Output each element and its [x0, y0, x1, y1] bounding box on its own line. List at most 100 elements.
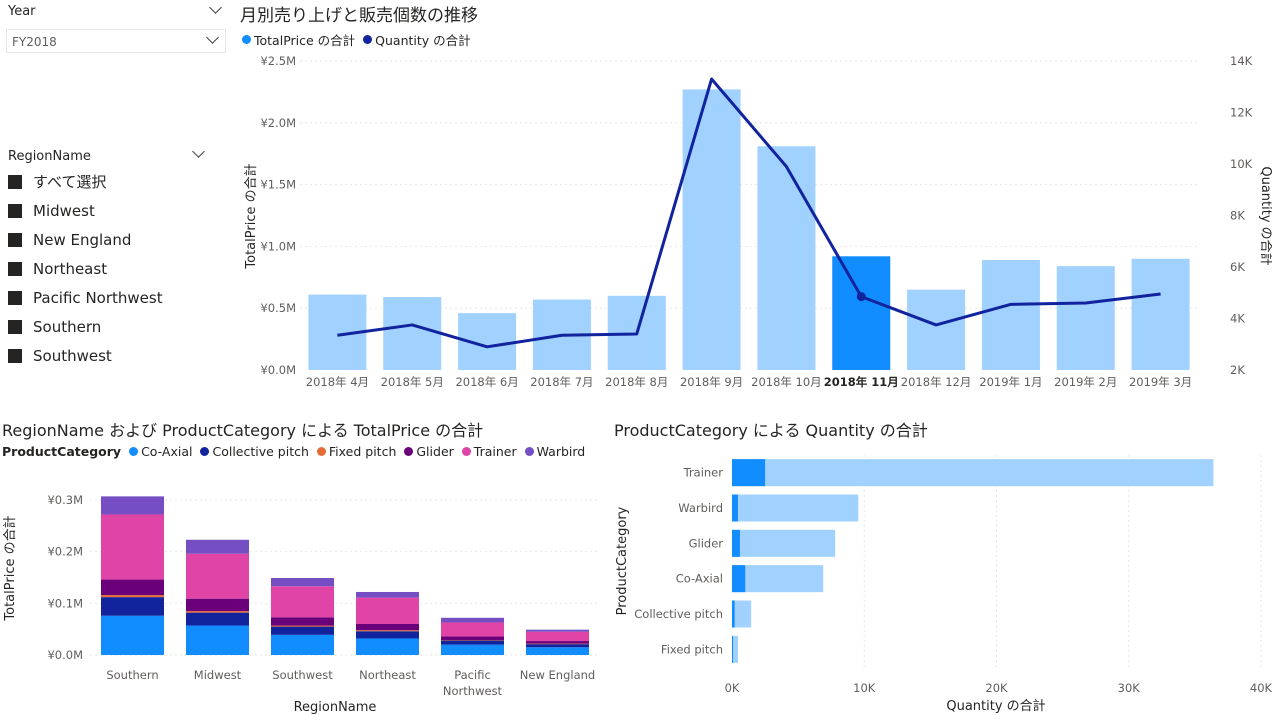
- x-tick-label: 20K: [985, 681, 1008, 695]
- checkbox-icon[interactable]: [8, 348, 22, 363]
- chart1-combo-chart[interactable]: ¥0.0M ¥0.5M ¥1.0M ¥1.5M ¥2.0M ¥2.5M 2K 4K 6K 8K 10…: [0, 0, 1272, 400]
- x-tick-label: 2018年 12月: [901, 375, 972, 389]
- bar-total[interactable]: [732, 600, 752, 628]
- bar-segment[interactable]: [271, 634, 334, 655]
- bar-segment[interactable]: [356, 631, 419, 639]
- checkbox-icon[interactable]: [8, 232, 22, 247]
- bar[interactable]: [1131, 258, 1190, 370]
- legend-dot-icon: [316, 447, 326, 456]
- bar[interactable]: [757, 146, 816, 370]
- bar-segment[interactable]: [356, 624, 419, 631]
- bar-segment[interactable]: [271, 626, 334, 635]
- region-item-southwest[interactable]: Southwest: [8, 341, 218, 370]
- bar-segment[interactable]: [526, 643, 589, 645]
- bar-selected[interactable]: [732, 529, 740, 557]
- legend-item-totalprice[interactable]: TotalPrice の合計: [242, 30, 355, 49]
- bar-segment[interactable]: [271, 617, 334, 626]
- legend-dot-icon: [524, 447, 534, 456]
- region-item-northeast[interactable]: Northeast: [8, 254, 218, 283]
- x-tick-label: 2019年 1月: [979, 375, 1042, 389]
- bar-segment[interactable]: [526, 629, 589, 632]
- region-item-new-england[interactable]: New England: [8, 225, 218, 254]
- bar-selected[interactable]: [732, 635, 734, 663]
- checkbox-icon[interactable]: [8, 174, 22, 189]
- legend-item-collective-pitch[interactable]: Collective pitch: [200, 444, 309, 459]
- bar[interactable]: [1056, 266, 1115, 370]
- chart3-horizontal-bar-chart[interactable]: 0K 10K 20K 30K 40K Trainer Warbird Glider Co-Axi…: [610, 445, 1272, 715]
- bar[interactable]: [907, 289, 966, 370]
- bar-segment[interactable]: [441, 617, 504, 623]
- bar-segment[interactable]: [271, 625, 334, 627]
- checkbox-icon[interactable]: [8, 319, 22, 334]
- bar-segment[interactable]: [526, 631, 589, 642]
- bar-segment[interactable]: [186, 539, 249, 554]
- region-item-select-all[interactable]: すべて選択: [8, 167, 218, 196]
- bar-segment[interactable]: [526, 647, 589, 655]
- bar-segment[interactable]: [271, 586, 334, 618]
- bar-segment[interactable]: [356, 591, 419, 598]
- bar-total[interactable]: [732, 494, 859, 522]
- bar-segment[interactable]: [441, 644, 504, 655]
- bar-segment[interactable]: [101, 496, 164, 515]
- bar-selected[interactable]: [732, 459, 766, 487]
- bar[interactable]: [981, 259, 1040, 370]
- x-tick-label: New England: [520, 668, 595, 682]
- chart3-title: ProductCategory による Quantity の合計: [614, 421, 928, 440]
- chart2-legend: ProductCategory Co-Axial Collective pitc…: [2, 444, 593, 459]
- bar-segment[interactable]: [526, 644, 589, 648]
- bar-segment[interactable]: [441, 640, 504, 645]
- bar-selected[interactable]: [732, 565, 746, 593]
- bar-selected[interactable]: [732, 494, 738, 522]
- x-tick-label: 2018年 8月: [605, 375, 668, 389]
- bar-segment[interactable]: [356, 597, 419, 624]
- line-point[interactable]: [856, 292, 866, 302]
- y-axis-title: ProductCategory: [615, 506, 630, 615]
- bar-segment[interactable]: [441, 640, 504, 641]
- bar-segment[interactable]: [101, 597, 164, 616]
- bar-segment[interactable]: [101, 579, 164, 596]
- chart2-title: RegionName および ProductCategory による Total…: [2, 421, 484, 440]
- bar-segment[interactable]: [356, 638, 419, 655]
- legend-item-warbird[interactable]: Warbird: [524, 444, 585, 459]
- bar-total[interactable]: [732, 459, 1214, 487]
- bar-segment[interactable]: [101, 595, 164, 598]
- bar-segment[interactable]: [441, 636, 504, 641]
- bar-segment[interactable]: [356, 630, 419, 632]
- quantity-line: [337, 77, 1161, 349]
- x-tick-label: 40K: [1250, 681, 1272, 695]
- bar-selected[interactable]: [732, 600, 735, 628]
- region-item-midwest[interactable]: Midwest: [8, 196, 218, 225]
- bar-segment[interactable]: [186, 625, 249, 655]
- bar-total[interactable]: [732, 529, 836, 557]
- legend-item-co-axial[interactable]: Co-Axial: [129, 444, 192, 459]
- x-axis-title: Quantity の合計: [946, 698, 1045, 714]
- bar-segment[interactable]: [186, 553, 249, 599]
- region-item-pacific-northwest[interactable]: Pacific Northwest: [8, 283, 218, 312]
- bar-segment[interactable]: [186, 598, 249, 612]
- bar-segment[interactable]: [441, 622, 504, 637]
- bar-segment[interactable]: [101, 514, 164, 580]
- legend-title: ProductCategory: [2, 444, 122, 459]
- legend-item-quantity[interactable]: Quantity の合計: [363, 30, 471, 49]
- bar[interactable]: [383, 297, 442, 370]
- bar[interactable]: [682, 89, 741, 370]
- checkbox-icon[interactable]: [8, 290, 22, 305]
- chart2-stacked-bar-chart[interactable]: ¥0.0M ¥0.1M ¥0.2M ¥0.3M Southern Midwest South…: [0, 460, 610, 715]
- bar-segment[interactable]: [101, 615, 164, 655]
- bar-segment[interactable]: [526, 641, 589, 644]
- legend-item-fixed-pitch[interactable]: Fixed pitch: [316, 444, 396, 459]
- bar-segment[interactable]: [271, 578, 334, 587]
- bar-segment[interactable]: [186, 612, 249, 626]
- legend-item-glider[interactable]: Glider: [404, 444, 454, 459]
- y2-tick-label: 14K: [1230, 54, 1253, 68]
- legend-item-trainer[interactable]: Trainer: [461, 444, 517, 459]
- bar-total[interactable]: [732, 565, 824, 593]
- year-dropdown[interactable]: FY2018: [6, 29, 226, 53]
- bar-segment[interactable]: [186, 611, 249, 613]
- bar[interactable]: [832, 256, 891, 370]
- checkbox-icon[interactable]: [8, 261, 22, 276]
- y-tick-label: ¥0.5M: [260, 301, 296, 315]
- checkbox-icon[interactable]: [8, 203, 22, 218]
- bar-total[interactable]: [732, 635, 738, 663]
- region-item-southern[interactable]: Southern: [8, 312, 218, 341]
